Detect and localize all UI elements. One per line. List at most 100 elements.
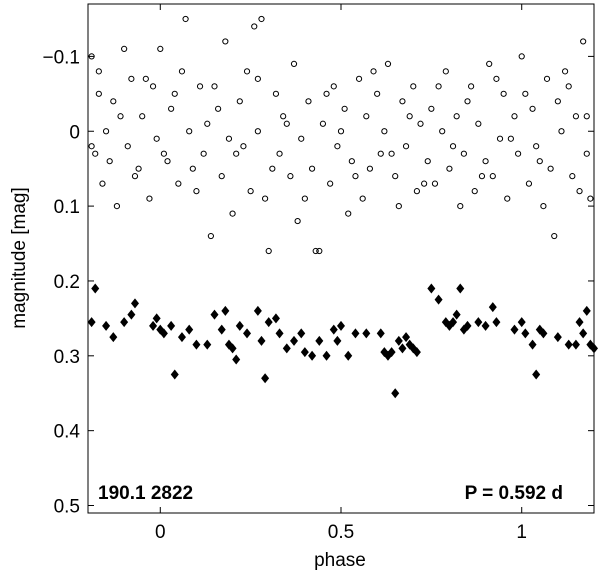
data-point-open-circle xyxy=(406,113,413,120)
data-point-open-circle xyxy=(215,105,222,112)
data-point-open-circle xyxy=(348,158,355,165)
data-point-open-circle xyxy=(233,150,240,157)
x-tick-label: 0.5 xyxy=(328,522,354,543)
data-point-open-circle xyxy=(225,135,233,142)
data-point-open-circle xyxy=(525,180,533,187)
data-point-open-circle xyxy=(500,90,507,97)
data-point-open-circle xyxy=(92,150,99,157)
data-point-open-circle xyxy=(247,188,254,195)
data-point-filled-diamond xyxy=(590,343,598,354)
data-point-open-circle xyxy=(449,143,457,150)
data-point-filled-diamond xyxy=(398,343,407,354)
x-tick-label: 1 xyxy=(516,522,527,543)
data-point-filled-diamond xyxy=(329,324,338,335)
data-point-open-circle xyxy=(110,98,117,105)
data-point-open-circle xyxy=(533,143,540,150)
data-point-open-circle xyxy=(189,165,196,172)
data-point-open-circle xyxy=(124,143,131,150)
y-tick-label: 0 xyxy=(69,122,80,143)
data-point-open-circle xyxy=(587,195,594,202)
data-point-open-circle xyxy=(435,83,442,90)
data-point-open-circle xyxy=(254,75,261,82)
data-point-open-circle xyxy=(576,188,583,195)
data-point-open-circle xyxy=(460,150,467,157)
data-point-open-circle xyxy=(128,75,135,82)
data-point-open-circle xyxy=(413,188,420,195)
data-point-filled-diamond xyxy=(333,335,342,346)
data-point-open-circle xyxy=(287,173,294,180)
data-point-open-circle xyxy=(551,232,558,240)
data-point-filled-diamond xyxy=(481,320,490,331)
data-point-open-circle xyxy=(381,128,388,135)
data-point-filled-diamond xyxy=(170,369,179,380)
data-point-open-circle xyxy=(352,173,359,180)
data-point-filled-diamond xyxy=(539,328,548,339)
data-point-open-circle xyxy=(200,150,207,157)
data-point-open-circle xyxy=(384,60,392,67)
data-point-open-circle xyxy=(374,90,381,97)
data-point-open-circle xyxy=(337,128,345,135)
data-point-open-circle xyxy=(269,165,276,172)
data-point-open-circle xyxy=(207,232,214,240)
data-point-open-circle xyxy=(121,45,128,53)
data-point-open-circle xyxy=(518,53,525,60)
data-point-filled-diamond xyxy=(391,388,400,399)
data-point-open-circle xyxy=(218,173,225,180)
data-point-open-circle xyxy=(388,150,395,157)
data-point-open-circle xyxy=(493,75,500,82)
data-point-open-circle xyxy=(135,165,142,172)
data-point-open-circle xyxy=(402,143,410,150)
data-point-open-circle xyxy=(529,105,536,112)
data-point-filled-diamond xyxy=(271,313,280,324)
data-point-filled-diamond xyxy=(351,328,360,339)
y-tick-label: 0.4 xyxy=(54,422,81,443)
data-point-open-circle xyxy=(446,165,453,172)
data-point-filled-diamond xyxy=(492,317,501,328)
data-point-filled-diamond xyxy=(564,339,573,350)
data-point-open-circle xyxy=(254,128,261,135)
data-point-open-circle xyxy=(370,68,377,75)
data-point-open-circle xyxy=(540,203,547,210)
data-point-open-circle xyxy=(363,113,370,120)
data-point-open-circle xyxy=(298,135,305,142)
data-point-filled-diamond xyxy=(488,302,497,313)
data-point-filled-diamond xyxy=(149,320,158,331)
data-point-open-circle xyxy=(421,180,428,187)
data-point-open-circle xyxy=(102,128,110,135)
data-point-filled-diamond xyxy=(185,324,194,335)
y-tick-label: 0.3 xyxy=(54,347,80,368)
data-point-filled-diamond xyxy=(434,294,443,305)
data-point-filled-diamond xyxy=(427,283,436,294)
data-point-filled-diamond xyxy=(120,317,129,328)
data-point-open-circle xyxy=(168,105,175,112)
data-point-open-circle xyxy=(359,195,366,202)
data-point-open-circle xyxy=(392,173,399,180)
data-point-filled-diamond xyxy=(159,328,168,339)
data-point-open-circle xyxy=(175,180,182,187)
data-point-open-circle xyxy=(142,75,149,82)
data-point-open-circle xyxy=(196,83,204,90)
data-point-filled-diamond xyxy=(337,320,345,331)
data-point-open-circle xyxy=(486,60,493,67)
data-point-open-circle xyxy=(428,105,435,112)
data-point-open-circle xyxy=(569,173,576,180)
data-point-open-circle xyxy=(475,120,482,127)
data-point-open-circle xyxy=(583,113,590,120)
data-point-open-circle xyxy=(276,150,283,157)
data-point-open-circle xyxy=(106,158,113,165)
data-point-open-circle xyxy=(319,120,327,127)
data-point-filled-diamond xyxy=(243,328,252,339)
y-tick-label: 0.5 xyxy=(54,497,80,518)
data-point-open-circle xyxy=(157,45,164,53)
data-point-open-circle xyxy=(341,105,348,112)
data-point-open-circle xyxy=(131,173,139,180)
data-point-open-circle xyxy=(478,173,486,180)
data-point-open-circle xyxy=(222,38,229,45)
data-point-filled-diamond xyxy=(192,339,201,350)
data-point-open-circle xyxy=(229,210,236,217)
data-point-filled-diamond xyxy=(449,317,458,328)
data-point-filled-diamond xyxy=(228,343,237,354)
x-tick-label: 0 xyxy=(155,522,166,543)
data-point-filled-diamond xyxy=(91,283,100,294)
data-point-open-circle xyxy=(283,120,290,127)
